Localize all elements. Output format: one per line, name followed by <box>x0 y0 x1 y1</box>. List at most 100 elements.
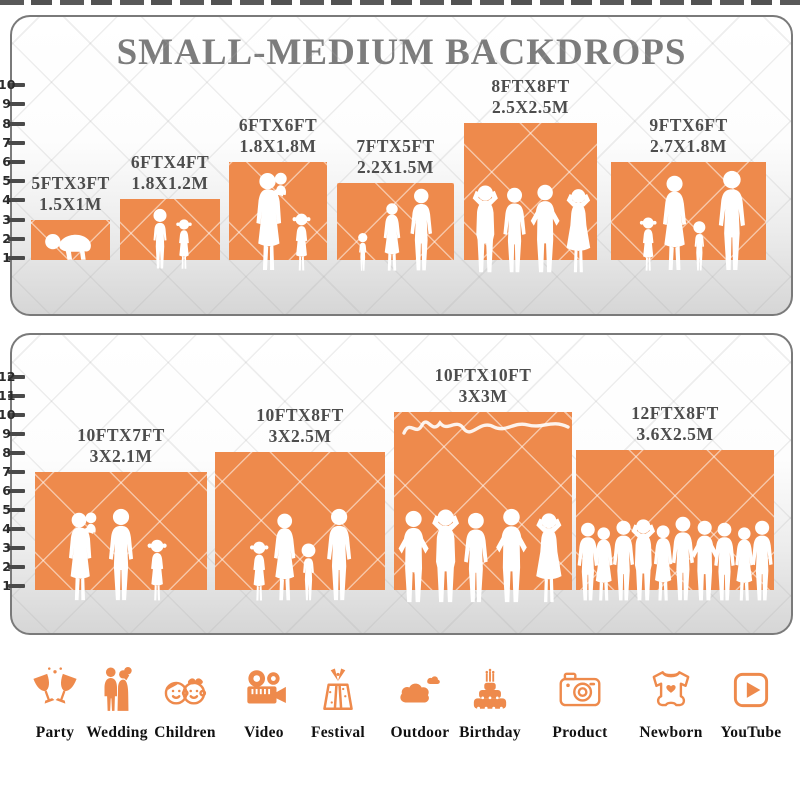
product-icon <box>555 664 605 716</box>
ruler-tick-label: 3 <box>2 539 11 555</box>
category-row: Party Wedding Children Video Festival Outdoor… <box>0 664 800 759</box>
ruler-tick-label: 9 <box>2 96 11 112</box>
silhouette-woman <box>735 527 754 601</box>
size-feet: 9FTX6FT <box>649 115 728 135</box>
backdrop-size-label: 10FTX8FT 3X2.5M <box>205 405 395 447</box>
silhouette-boy <box>153 208 167 269</box>
backdrop-10ftx10ft <box>394 412 572 603</box>
ruler-tick-label: 10 <box>0 77 15 93</box>
silhouette-armsup <box>432 509 460 603</box>
ruler-tick <box>8 413 25 418</box>
ruler-tick <box>8 450 25 455</box>
category-label: Newborn <box>639 724 703 741</box>
people-silhouettes <box>256 172 311 271</box>
ruler-tick-label: 3 <box>2 211 11 227</box>
size-feet: 5FTX3FT <box>31 173 110 193</box>
ruler-tick <box>8 83 25 88</box>
backdrop-size-label: 12FTX8FT 3.6X2.5M <box>580 403 770 445</box>
ruler-tick-label: 12 <box>0 369 15 385</box>
size-meters: 2.7X1.8M <box>650 136 727 156</box>
ruler-tick <box>8 526 25 531</box>
size-meters: 2.2X1.5M <box>357 157 434 177</box>
page-title: SMALL-MEDIUM BACKDROPS <box>116 32 687 73</box>
category-label: Birthday <box>459 724 521 741</box>
ruler-tick-label: 1 <box>2 250 11 265</box>
size-meters: 3X3M <box>458 386 508 406</box>
backdrop-size-label: 6FTX4FT 1.8X1.2M <box>75 152 265 194</box>
category-birthday: Birthday <box>442 664 538 742</box>
ruler-tick <box>8 583 25 588</box>
silhouette-man <box>108 508 134 601</box>
silhouette-man <box>410 188 432 271</box>
backdrop-6ftx6ft <box>229 162 327 271</box>
ruler-tick-label: 1 <box>2 577 11 593</box>
small-medium-panel: SMALL-MEDIUM BACKDROPS 1 2 3 4 5 6 7 8 9 10 5FTX3… <box>0 15 793 316</box>
category-newborn: Newborn <box>623 664 719 742</box>
backdrop-size-label: 6FTX6FT 1.8X1.8M <box>183 115 373 157</box>
backdrop-size-label: 10FTX7FT 3X2.1M <box>26 425 216 467</box>
silhouette-man <box>577 522 599 601</box>
silhouette-hips <box>691 520 718 601</box>
category-label: Video <box>244 724 284 741</box>
ruler-tick <box>8 102 25 107</box>
category-party: Party <box>7 664 103 742</box>
ruler-tick-label: 5 <box>2 173 11 189</box>
ruler-tick-label: 7 <box>2 134 11 150</box>
size-meters: 3X2.1M <box>89 446 153 466</box>
ruler-tick <box>8 236 25 241</box>
ruler-tick <box>8 217 25 222</box>
category-label: Product <box>552 724 608 741</box>
size-feet: 12FTX8FT <box>631 403 719 423</box>
size-feet: 10FTX8FT <box>256 405 344 425</box>
ruler-tick <box>8 394 25 399</box>
category-label: Outdoor <box>390 724 450 741</box>
ruler-tick-label: 6 <box>2 482 11 498</box>
ruler-tick-label: 6 <box>2 154 11 169</box>
category-label: Festival <box>310 724 366 741</box>
ruler-tick <box>8 375 25 380</box>
size-meters: 1.8X1.8M <box>239 136 317 156</box>
ruler-tick-label: 11 <box>0 388 15 404</box>
ruler-tick-label: 7 <box>2 463 11 479</box>
festival-icon <box>313 664 363 716</box>
silhouette-girl <box>249 541 269 601</box>
size-feet: 10FTX10FT <box>434 365 532 385</box>
backdrop-10ftx7ft <box>35 472 207 601</box>
ruler-tick <box>8 545 25 550</box>
video-icon <box>239 664 289 716</box>
ruler-tick <box>8 469 25 474</box>
silhouette-armsup <box>631 519 656 601</box>
size-meters: 1.5X1M <box>39 194 102 214</box>
ruler-tick <box>8 507 25 512</box>
ruler-tick <box>8 432 25 437</box>
ruler-tick <box>8 121 25 126</box>
ruler-tick-label: 10 <box>0 407 15 423</box>
ruler-tick-label: 9 <box>2 426 11 442</box>
backdrop-5ftx3ft <box>31 220 110 260</box>
category-youtube: YouTube <box>703 664 799 742</box>
people-silhouettes <box>45 233 91 260</box>
ruler-tick <box>8 564 25 569</box>
category-product: Product <box>532 664 628 742</box>
youtube-icon <box>726 664 776 716</box>
silhouette-man <box>503 187 526 273</box>
silhouette-baby <box>45 233 91 260</box>
silhouette-man <box>671 516 694 601</box>
silhouette-toddler <box>693 221 706 271</box>
backdrop-size-label: 5FTX3FT 1.5X1M <box>0 173 166 215</box>
people-silhouettes <box>68 508 167 601</box>
silhouette-girl <box>639 217 657 271</box>
ruler-tick <box>8 256 25 260</box>
people-silhouettes <box>153 208 192 269</box>
ruler-tick-label: 8 <box>2 115 11 131</box>
silhouette-girl <box>292 213 311 271</box>
backdrop-10ftx8ft <box>215 452 385 601</box>
backdrop-size-label: 9FTX6FT 2.7X1.8M <box>594 115 784 157</box>
backdrop-8ftx8ft <box>464 123 597 273</box>
size-feet: 7FTX5FT <box>356 136 435 156</box>
backdrop-size-label: 8FTX8FT 2.5X2.5M <box>436 76 626 118</box>
ruler-tick <box>8 488 25 493</box>
backdrop-size-label: 10FTX10FT 3X3M <box>388 365 578 407</box>
silhouette-girl <box>147 539 167 601</box>
size-feet: 6FTX6FT <box>238 115 318 135</box>
